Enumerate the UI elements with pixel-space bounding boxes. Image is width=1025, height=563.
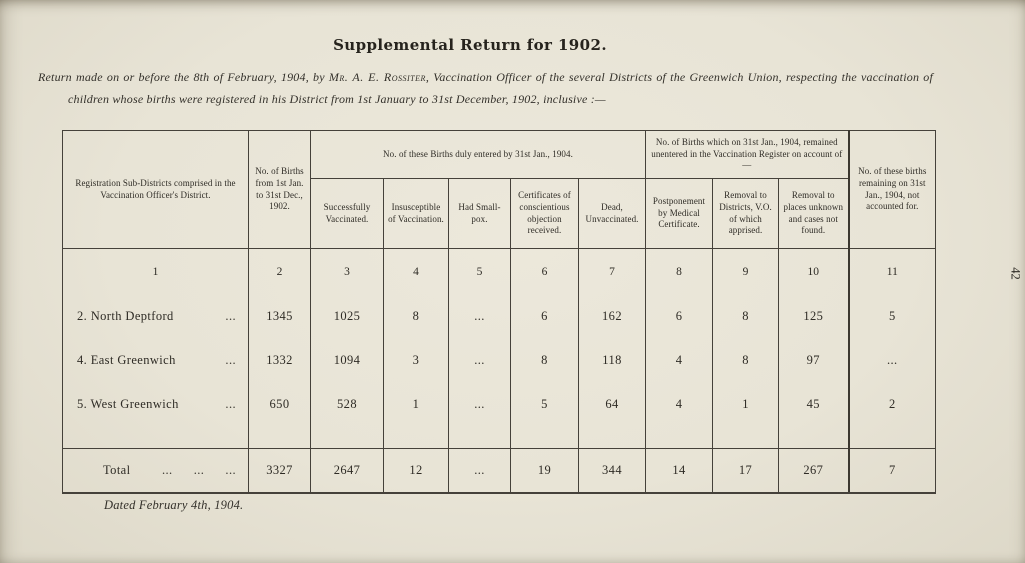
- header-had-smallpox: Had Small-pox.: [448, 178, 511, 249]
- cell-value: 5: [510, 382, 579, 427]
- header-conscientious-objection: Certificates of conscientious objection …: [510, 178, 579, 249]
- cell-value: 64: [577, 382, 647, 427]
- cell-value: ...: [448, 294, 511, 339]
- district-name: 2. North Deptford: [77, 309, 174, 323]
- column-number: 11: [847, 248, 937, 295]
- officer-name: Mr. A. E. Rossiter: [328, 70, 426, 84]
- cell-value: 1: [383, 382, 449, 427]
- cell-value: 6: [645, 294, 714, 339]
- total-value: 19: [510, 448, 579, 494]
- column-number: 6: [510, 248, 579, 295]
- cell-value: 1094: [310, 338, 384, 383]
- total-label: Total: [103, 462, 131, 477]
- column-number: 2: [248, 248, 311, 295]
- table-row-total: Total ... ... ... 3327 2647 12 ... 19 344…: [62, 448, 937, 494]
- cell-value: 4: [645, 338, 714, 383]
- district-cell: 4. East Greenwich...: [62, 338, 249, 383]
- cell-value: 1: [712, 382, 780, 427]
- total-label-cell: Total ... ... ...: [62, 448, 249, 494]
- district-name: 4. East Greenwich: [77, 353, 176, 367]
- column-number: 4: [383, 248, 449, 295]
- total-value: 2647: [310, 448, 384, 494]
- intro-text-prefix: Return made on or before the 8th of Febr…: [38, 70, 329, 84]
- header-postponement-medical: Postponement by Medical Certificate.: [645, 178, 714, 249]
- total-value: 14: [645, 448, 714, 494]
- cell-value: 8: [383, 294, 449, 339]
- cell-value: 4: [645, 382, 714, 427]
- cell-value: 162: [577, 294, 647, 339]
- page-number: 42: [1008, 267, 1023, 280]
- cell-value: 650: [248, 382, 311, 427]
- total-value: 17: [712, 448, 780, 494]
- page-title: Supplemental Return for 1902.: [333, 36, 607, 54]
- header-removal-unknown: Removal to places unknown and cases not …: [778, 178, 850, 249]
- vaccination-return-table: Registration Sub-Districts comprised in …: [62, 130, 937, 494]
- header-registration-subdistricts: Registration Sub-Districts comprised in …: [62, 130, 249, 249]
- header-successfully-vaccinated: Successfully Vaccinated.: [310, 178, 384, 249]
- leader-dots: ...: [225, 309, 236, 323]
- column-number: 3: [310, 248, 384, 295]
- column-number: 9: [712, 248, 780, 295]
- intro-text-suffix: , Vaccination Officer of the several Dis…: [68, 70, 933, 106]
- cell-value: 5: [847, 294, 937, 339]
- district-cell: 2. North Deptford...: [62, 294, 249, 339]
- district-cell: 5. West Greenwich...: [62, 382, 249, 427]
- total-value: ...: [448, 448, 511, 494]
- leader-dots: ... ... ...: [161, 462, 236, 477]
- cell-value: 125: [778, 294, 850, 339]
- column-number: 1: [62, 248, 249, 295]
- cell-value: 2: [847, 382, 937, 427]
- column-number: 10: [778, 248, 850, 295]
- column-number-row: 1 2 3 4 5 6 7 8 9 10 11: [62, 248, 937, 295]
- header-group-births-unentered: No. of Births which on 31st Jan., 1904, …: [645, 130, 850, 179]
- cell-value: 118: [577, 338, 647, 383]
- leader-dots: ...: [225, 397, 236, 411]
- district-name: 5. West Greenwich: [77, 397, 179, 411]
- header-no-of-births: No. of Births from 1st Jan. to 31st Dec.…: [248, 130, 311, 249]
- cell-value: 45: [778, 382, 850, 427]
- cell-value: 97: [778, 338, 850, 383]
- column-number: 7: [577, 248, 647, 295]
- cell-value: 8: [712, 294, 780, 339]
- cell-value: 8: [712, 338, 780, 383]
- intro-paragraph: Return made on or before the 8th of Febr…: [38, 66, 933, 110]
- total-value: 3327: [248, 448, 311, 494]
- total-value: 267: [778, 448, 850, 494]
- leader-dots: ...: [225, 353, 236, 367]
- cell-value: 1332: [248, 338, 311, 383]
- header-not-accounted-for: No. of these births remaining on 31st Ja…: [847, 130, 937, 249]
- table-row-east-greenwich: 4. East Greenwich... 1332 1094 3 ... 8 1…: [62, 338, 937, 383]
- table-row-north-deptford: 2. North Deptford... 1345 1025 8 ... 6 1…: [62, 294, 937, 339]
- table-row-west-greenwich: 5. West Greenwich... 650 528 1 ... 5 64 …: [62, 382, 937, 427]
- header-insusceptible: Insusceptible of Vaccination.: [383, 178, 449, 249]
- cell-value: 1345: [248, 294, 311, 339]
- total-value: 7: [847, 448, 937, 494]
- column-number: 8: [645, 248, 714, 295]
- cell-value: ...: [448, 382, 511, 427]
- total-value: 344: [577, 448, 647, 494]
- header-dead-unvaccinated: Dead, Unvaccinated.: [577, 178, 647, 249]
- cell-value: ...: [448, 338, 511, 383]
- header-group-births-entered: No. of these Births duly entered by 31st…: [309, 130, 647, 179]
- cell-value: 528: [310, 382, 384, 427]
- cell-value: 3: [383, 338, 449, 383]
- header-removal-districts: Removal to Districts, V.O. of which appr…: [712, 178, 780, 249]
- column-number: 5: [448, 248, 511, 295]
- cell-value: 8: [510, 338, 579, 383]
- cell-value: 1025: [310, 294, 384, 339]
- spacer-row: [62, 426, 937, 449]
- cell-value: 6: [510, 294, 579, 339]
- total-value: 12: [383, 448, 449, 494]
- cell-value: ...: [847, 338, 937, 383]
- dated-line: Dated February 4th, 1904.: [104, 498, 244, 512]
